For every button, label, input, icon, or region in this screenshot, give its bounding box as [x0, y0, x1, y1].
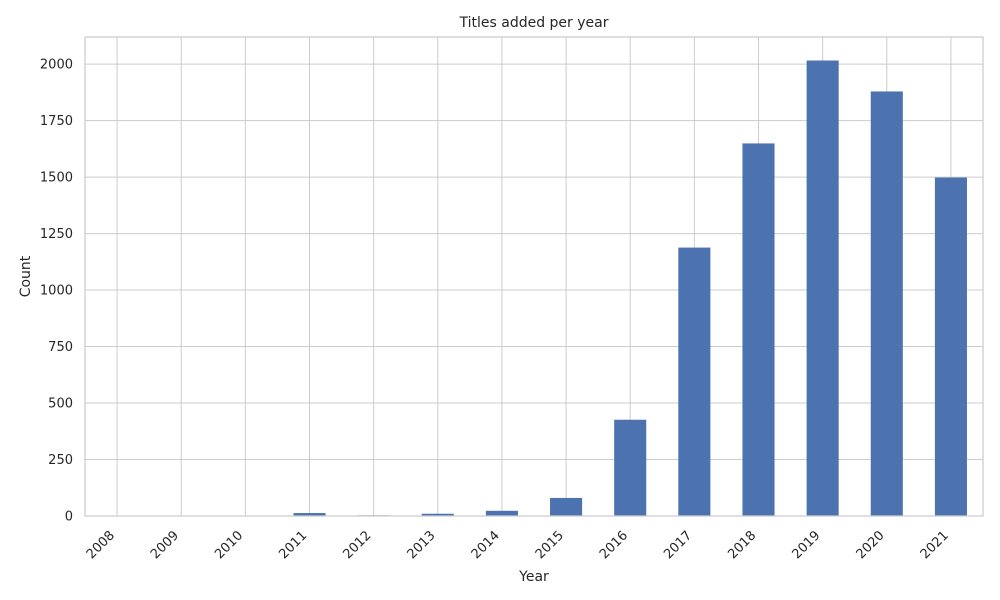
bar-2021 — [934, 177, 967, 516]
bar-2020 — [870, 91, 903, 516]
bar-2011 — [293, 513, 326, 516]
x-tick-label: 2016 — [597, 528, 631, 562]
bar-2013 — [421, 513, 454, 516]
x-tick-label: 2018 — [725, 528, 759, 562]
grid-layer — [85, 37, 983, 517]
bar-2016 — [614, 419, 647, 516]
bar-2014 — [485, 510, 518, 516]
x-tick-label: 2015 — [533, 528, 567, 562]
y-tick-label: 1750 — [40, 114, 73, 129]
x-tick-labels: 2008 2009 2010 2011 2012 2013 2014 2015 2016 2017… — [84, 528, 952, 562]
x-tick-label: 2019 — [789, 528, 823, 562]
x-tick-label: 2010 — [212, 528, 246, 562]
plot-frame — [84, 36, 984, 517]
bar-2015 — [550, 497, 583, 516]
bar-layer — [101, 60, 967, 517]
bar-2019 — [806, 60, 839, 517]
x-tick-label: 2017 — [661, 528, 695, 562]
y-axis-title: Count — [18, 255, 34, 297]
x-tick-label: 2021 — [918, 528, 952, 562]
y-tick-label: 1250 — [40, 227, 73, 242]
bar-2017 — [678, 247, 711, 517]
x-tick-label: 2008 — [84, 528, 118, 562]
x-tick-label: 2020 — [854, 528, 888, 562]
x-tick-label: 2014 — [469, 528, 503, 562]
x-tick-label: 2012 — [340, 528, 374, 562]
y-tick-label: 750 — [48, 340, 73, 355]
y-tick-label: 1500 — [40, 171, 73, 186]
y-tick-labels: 0 250 500 750 1000 1250 1500 1750 2000 — [40, 58, 73, 525]
y-tick-label: 2000 — [40, 58, 73, 73]
chart-title: Titles added per year — [459, 15, 609, 31]
y-tick-label: 1000 — [40, 284, 73, 299]
y-tick-label: 250 — [48, 453, 73, 468]
y-tick-label: 0 — [65, 510, 73, 525]
y-tick-label: 500 — [48, 397, 73, 412]
bar-2018 — [742, 143, 775, 516]
x-tick-label: 2013 — [405, 528, 439, 562]
x-tick-label: 2011 — [276, 528, 310, 562]
x-axis-title: Year — [518, 569, 549, 585]
x-tick-label: 2009 — [148, 528, 182, 562]
